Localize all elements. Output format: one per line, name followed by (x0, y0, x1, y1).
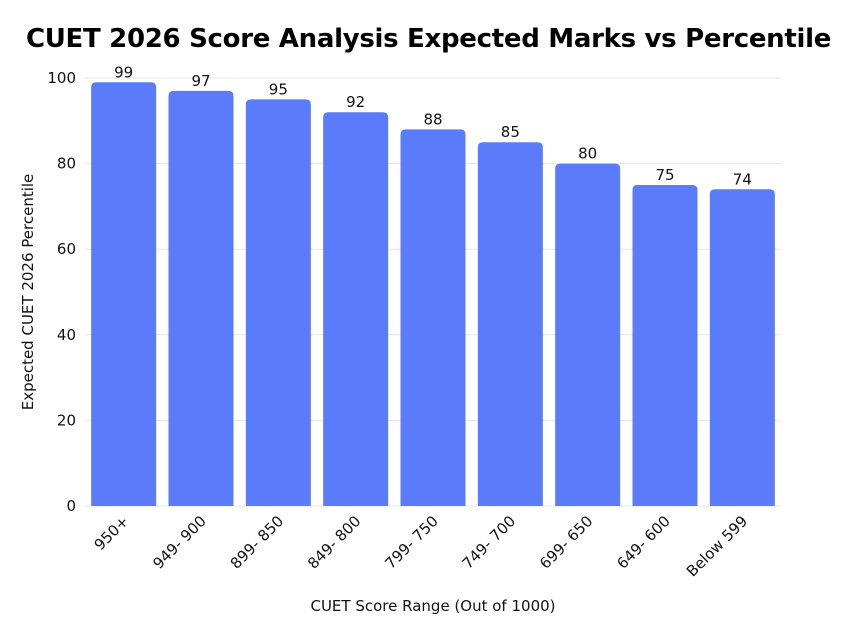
y-tick-label: 0 (66, 497, 76, 515)
y-tick-label: 100 (47, 69, 76, 87)
data-label: 85 (501, 123, 520, 141)
y-tick-label: 60 (57, 240, 76, 258)
y-tick-label: 20 (57, 411, 76, 429)
data-label: 74 (733, 170, 752, 188)
x-tick-label: 649- 600 (613, 512, 673, 572)
bar (400, 129, 466, 507)
x-tick-label: 799- 750 (381, 512, 441, 572)
bar (632, 185, 698, 506)
data-labels: 99 97 95 92 88 85 80 75 74 (114, 63, 752, 188)
y-tick-label: 40 (57, 326, 76, 344)
y-axis-title: Expected CUET 2026 Percentile (19, 174, 37, 411)
x-tick-label: 949- 900 (149, 512, 209, 572)
bar (477, 142, 543, 506)
x-tick-label: Below 599 (683, 512, 751, 580)
x-tick-label: 849- 800 (304, 512, 364, 572)
x-tick-label: 699- 650 (536, 512, 596, 572)
data-label: 88 (423, 110, 442, 128)
data-label: 75 (655, 166, 674, 184)
x-axis-title: CUET Score Range (Out of 1000) (310, 597, 555, 615)
x-tick-label: 899- 850 (227, 512, 287, 572)
x-axis-ticks: 950+ 949- 900 899- 850 849- 800 799- 750 749-… (91, 512, 752, 580)
y-axis-ticks: 0 20 40 60 80 100 (47, 69, 76, 515)
data-label: 95 (269, 80, 288, 98)
bars (91, 82, 775, 507)
x-tick-label: 950+ (91, 512, 133, 554)
bar (709, 189, 775, 506)
data-label: 97 (191, 72, 210, 90)
data-label: 80 (578, 145, 597, 163)
bar (245, 99, 311, 507)
bar (168, 90, 234, 506)
y-tick-label: 80 (57, 155, 76, 173)
data-label: 99 (114, 63, 133, 81)
bar (323, 112, 389, 507)
x-tick-label: 749- 700 (459, 512, 519, 572)
chart-title: CUET 2026 Score Analysis Expected Marks … (25, 24, 832, 54)
data-label: 92 (346, 93, 365, 111)
bar (555, 163, 621, 506)
bar (91, 82, 157, 506)
